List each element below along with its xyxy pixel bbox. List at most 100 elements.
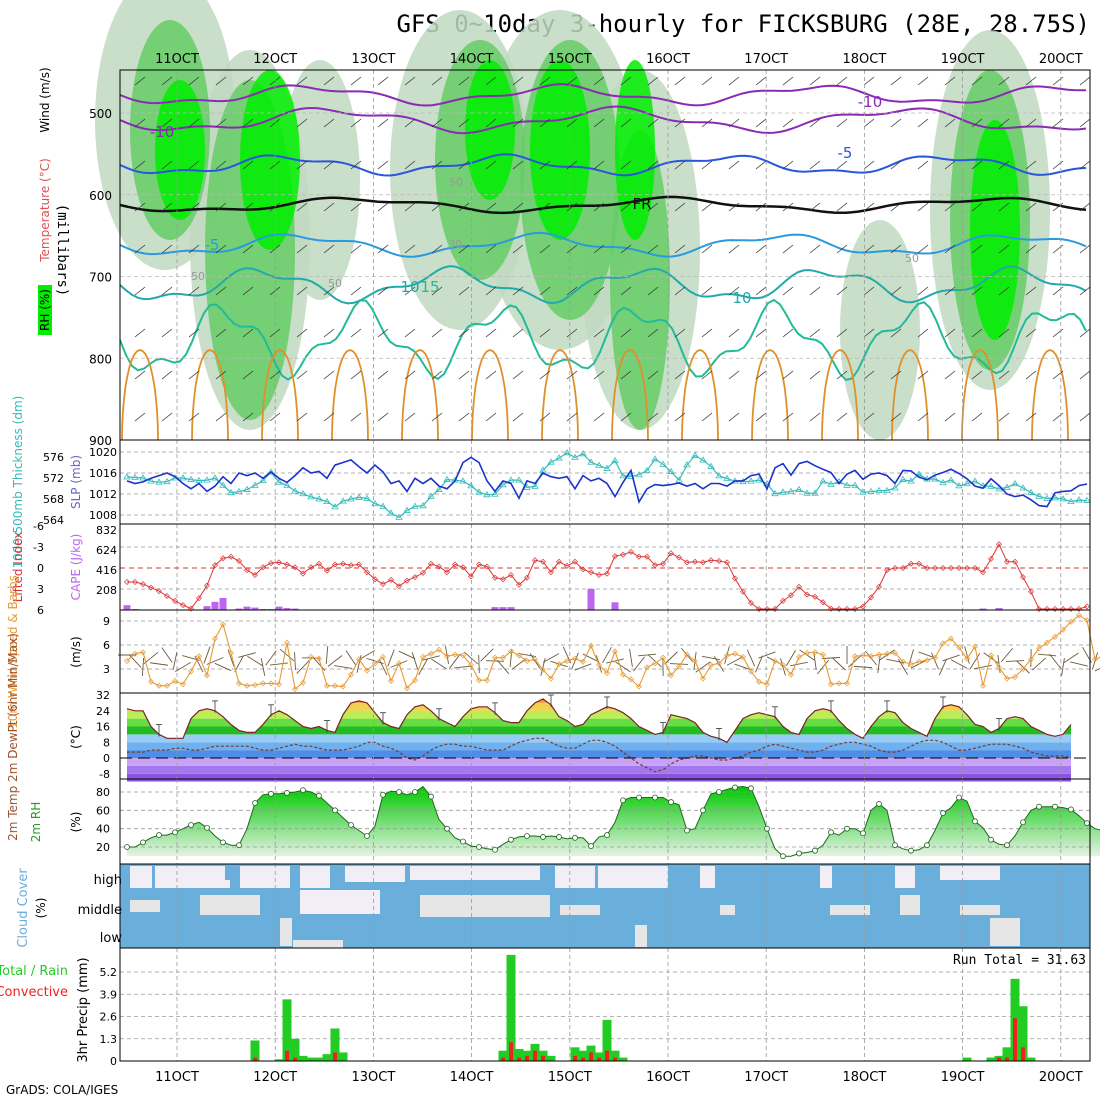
thickness-point <box>483 491 491 498</box>
precip-total-bar <box>594 1052 604 1061</box>
rh-point <box>860 830 866 837</box>
precip-convective-bar <box>1021 1047 1025 1061</box>
temp-contour-20 <box>961 349 999 441</box>
rh-point <box>364 833 370 839</box>
wind-barb <box>836 76 848 86</box>
thickness-point <box>259 476 267 484</box>
wind-barb <box>242 328 254 338</box>
wind-barb <box>593 370 605 380</box>
wind-barb <box>215 286 227 296</box>
thickness-point <box>651 455 659 462</box>
thickness-point <box>691 451 699 458</box>
thickness-point <box>931 475 939 482</box>
wind-barb <box>755 286 767 296</box>
lifted-index-point <box>612 553 618 560</box>
wind-barb <box>512 328 524 338</box>
wind-barb <box>404 370 416 380</box>
precip-convective-bar <box>1013 1018 1017 1061</box>
wind-barb <box>350 202 362 212</box>
lifted-index-point <box>980 569 986 576</box>
precip-convective-bar <box>285 1050 289 1061</box>
thickness-point <box>371 499 379 507</box>
precip-total-bar <box>274 1059 284 1061</box>
lifted-index-point <box>820 599 826 606</box>
thickness-point <box>619 472 627 479</box>
wind-barb <box>188 286 200 296</box>
lifted-index-point <box>948 565 954 571</box>
contour-label: -10 <box>150 123 175 141</box>
precip-total-label: Total / Rain <box>0 964 68 979</box>
wind-barb-10m <box>1091 652 1099 670</box>
wind-barb <box>458 412 470 422</box>
wind-barb <box>917 328 929 338</box>
precip-total-bar <box>1026 1057 1036 1061</box>
wind-barb <box>134 412 146 422</box>
wind-barb <box>836 370 848 380</box>
date-label-top: 16OCT <box>646 52 690 67</box>
lifted-index-point <box>772 606 778 612</box>
wind-barb-10m <box>755 655 763 673</box>
wind-barb <box>701 244 713 254</box>
lifted-index-point <box>268 560 274 567</box>
thickness-point <box>787 487 795 495</box>
wind-barb <box>431 370 443 380</box>
date-label-top: 17OCT <box>744 52 788 67</box>
lifted-index-point <box>780 597 786 604</box>
rh-point <box>988 836 994 843</box>
rh-point <box>940 810 946 816</box>
thickness-point <box>843 481 851 488</box>
wind-speed-point <box>364 667 370 674</box>
date-label-bottom: 19OCT <box>941 1070 985 1085</box>
wind-barb <box>836 244 848 254</box>
lifted-index-point <box>636 553 642 560</box>
lifted-index-point <box>340 560 346 567</box>
wind-barb <box>512 118 524 128</box>
lifted-index-point <box>516 581 522 588</box>
lifted-index-point <box>1028 588 1034 595</box>
thickness-point <box>123 473 131 480</box>
wind-barb <box>215 118 227 128</box>
wind-barb-10m <box>203 646 211 664</box>
lifted-index-point <box>972 565 978 571</box>
wind-speed-point <box>508 648 514 655</box>
wind-barb <box>134 328 146 338</box>
wind-barb-10m <box>950 659 968 669</box>
wind-barb <box>539 76 551 86</box>
wind-barb <box>620 202 632 212</box>
wind-speed-point <box>652 660 658 667</box>
wind-barb-10m <box>345 650 357 666</box>
cloud-gap <box>960 905 1000 915</box>
wind-barb-10m <box>529 653 541 669</box>
lifted-index-point <box>788 592 794 599</box>
precip-total-bar <box>962 1057 972 1061</box>
thickness-point <box>779 488 787 495</box>
wind-barb <box>863 244 875 254</box>
wind-barb <box>647 160 659 170</box>
temperature-legend-label: Temperature (°C) <box>38 158 52 263</box>
wind-barb <box>863 370 875 380</box>
wind-speed-point <box>468 662 474 668</box>
temp-tick-label: 0 <box>103 752 110 765</box>
thickness-point <box>1027 488 1035 496</box>
wind-barb <box>728 286 740 296</box>
rh-point <box>204 824 210 831</box>
wind-barb <box>215 202 227 212</box>
lifted-index-point <box>620 551 626 558</box>
lifted-index-point <box>1020 574 1026 581</box>
lifted-index-point <box>164 593 170 599</box>
wind-speed-point <box>620 671 626 678</box>
wind-tick-label: 3 <box>103 663 110 676</box>
wind-barb <box>647 76 659 86</box>
wind-barb <box>809 412 821 422</box>
thickness-point <box>219 481 227 488</box>
slp-line <box>126 456 1088 508</box>
lifted-index-point <box>156 588 162 595</box>
wind-speed-point <box>772 658 778 664</box>
wind-barb <box>836 160 848 170</box>
wind-barb-10m <box>444 646 450 664</box>
cape-tick-label: 624 <box>96 544 117 557</box>
wind-barb <box>404 286 416 296</box>
wind-barb <box>512 286 524 296</box>
thickness-point <box>235 487 243 495</box>
wind-barb-10m <box>997 655 1001 673</box>
